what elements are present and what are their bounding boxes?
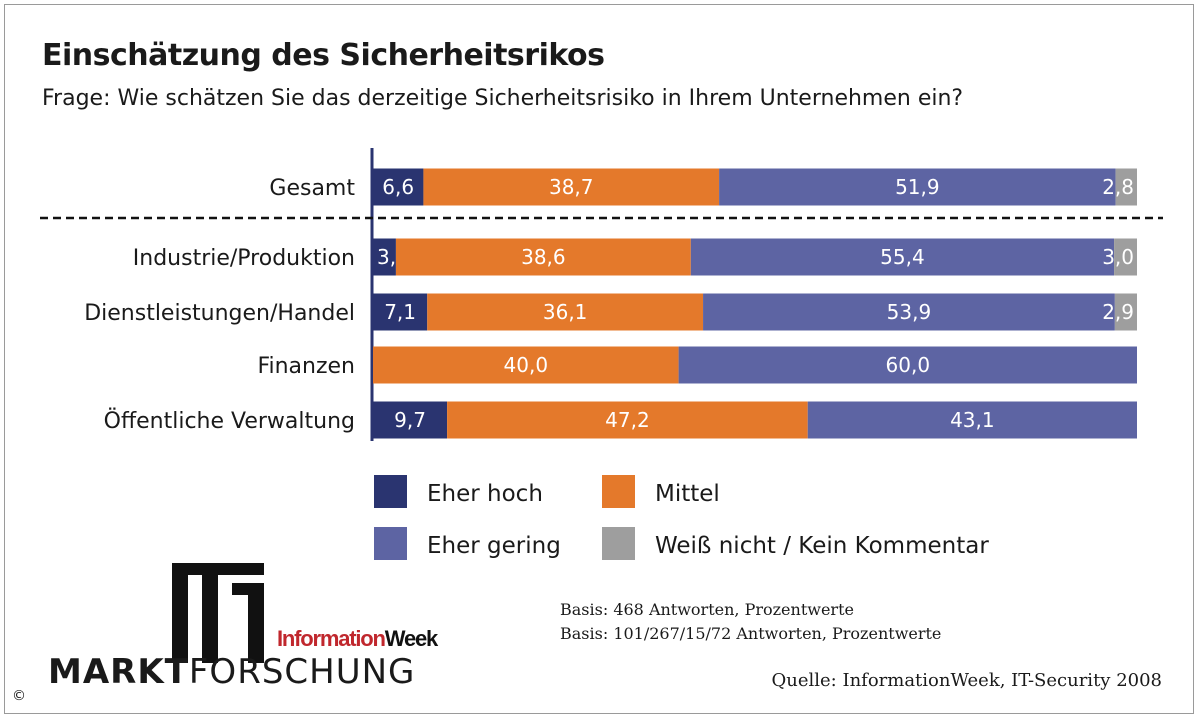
basis-note-2: Basis: 101/267/15/72 Antworten, Prozentw… xyxy=(560,624,942,643)
logo-brand-red: Information xyxy=(277,626,386,651)
bar-segment xyxy=(427,293,704,331)
data-label: 38,7 xyxy=(549,175,594,199)
legend-swatch xyxy=(374,527,407,560)
data-label: 9,7 xyxy=(394,408,426,432)
chart-frame xyxy=(4,4,1194,714)
copyright-icon: © xyxy=(12,688,26,704)
category-label: Gesamt xyxy=(269,176,355,201)
source-note: Quelle: InformationWeek, IT-Security 200… xyxy=(771,670,1163,691)
bar-segment xyxy=(690,238,1115,276)
bar-segment xyxy=(807,401,1137,439)
marktforschung-wordmark: MARKTFORSCHUNG xyxy=(48,652,415,692)
chart-subtitle: Frage: Wie schätzen Sie das derzeitige S… xyxy=(42,86,964,111)
chart-title: Einschätzung des Sicherheitsrikos xyxy=(42,38,605,73)
bar-segment xyxy=(373,346,679,384)
data-label: 47,2 xyxy=(605,408,650,432)
bar-segment xyxy=(703,293,1115,331)
category-label: Industrie/Produktion xyxy=(133,246,355,271)
data-label: 60,0 xyxy=(886,353,931,377)
data-label: 7,1 xyxy=(384,300,416,324)
bar-segment xyxy=(1114,238,1137,276)
bar-segment xyxy=(423,168,720,206)
bar-segment xyxy=(373,293,428,331)
legend-swatch xyxy=(602,475,635,508)
data-label: 53,9 xyxy=(887,300,932,324)
category-label: Finanzen xyxy=(257,354,355,379)
bar-segment xyxy=(373,168,424,206)
category-label: Dienstleistungen/Handel xyxy=(84,301,355,326)
bar-segment xyxy=(395,238,691,276)
legend-label: Eher gering xyxy=(427,533,561,559)
logo-word-bold: MARKT xyxy=(48,652,189,692)
bar-segment xyxy=(1115,168,1137,206)
bar-segment xyxy=(1114,293,1137,331)
category-label: Öffentliche Verwaltung xyxy=(104,408,355,434)
bar-segment xyxy=(678,346,1137,384)
logo-columns-icon xyxy=(172,563,264,663)
data-label: 3,0 xyxy=(1102,245,1134,269)
legend-label: Weiß nicht / Kein Kommentar xyxy=(655,533,989,559)
data-label: 51,9 xyxy=(895,175,940,199)
data-label: 36,1 xyxy=(543,300,588,324)
data-label: 55,4 xyxy=(880,245,925,269)
bar-segment xyxy=(373,238,396,276)
informationweek-logo: InformationWeek xyxy=(277,626,438,652)
logo-word-light: FORSCHUNG xyxy=(188,652,416,692)
legend-swatch xyxy=(602,527,635,560)
bar-segment xyxy=(719,168,1116,206)
bar-segment xyxy=(373,401,448,439)
legend-label: Mittel xyxy=(655,481,720,507)
legend-swatch xyxy=(374,475,407,508)
data-label: 40,0 xyxy=(504,353,549,377)
data-label: 38,6 xyxy=(521,245,566,269)
data-label: 2,9 xyxy=(1102,300,1134,324)
data-label: 2,8 xyxy=(1102,175,1134,199)
basis-note-1: Basis: 468 Antworten, Prozentwerte xyxy=(560,600,854,619)
logo-brand-black: Week xyxy=(384,626,438,651)
data-label: 43,1 xyxy=(950,408,995,432)
data-label: 6,6 xyxy=(382,175,414,199)
legend-label: Eher hoch xyxy=(427,481,543,507)
bar-segment xyxy=(447,401,808,439)
